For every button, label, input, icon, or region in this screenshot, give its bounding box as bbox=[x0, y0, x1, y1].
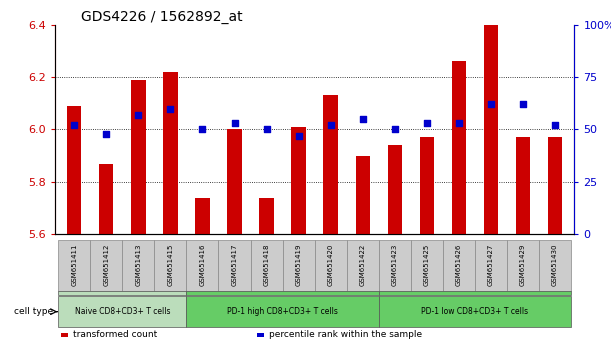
Bar bbox=[131, 80, 145, 234]
Text: GSM651430: GSM651430 bbox=[552, 244, 558, 286]
Bar bbox=[58, 296, 186, 327]
Point bbox=[69, 122, 79, 128]
Point bbox=[518, 102, 528, 107]
Bar bbox=[315, 240, 346, 291]
Text: GSM651411: GSM651411 bbox=[71, 244, 77, 286]
Bar bbox=[58, 291, 186, 295]
Point bbox=[294, 133, 304, 138]
Point bbox=[358, 116, 368, 122]
Bar bbox=[291, 127, 306, 234]
Bar bbox=[67, 106, 81, 234]
Text: GSM651423: GSM651423 bbox=[392, 244, 398, 286]
Bar bbox=[484, 25, 498, 234]
Text: GSM651426: GSM651426 bbox=[456, 244, 462, 286]
Bar bbox=[163, 72, 178, 234]
Bar bbox=[443, 240, 475, 291]
Bar bbox=[155, 240, 186, 291]
Point bbox=[486, 102, 496, 107]
Text: GSM651427: GSM651427 bbox=[488, 244, 494, 286]
Text: GSM651415: GSM651415 bbox=[167, 244, 174, 286]
Bar bbox=[539, 240, 571, 291]
Point bbox=[197, 127, 207, 132]
Text: GSM651420: GSM651420 bbox=[327, 244, 334, 286]
Bar bbox=[475, 240, 507, 291]
Bar bbox=[379, 296, 571, 327]
Text: GSM651422: GSM651422 bbox=[360, 244, 366, 286]
Point bbox=[133, 112, 143, 118]
Bar bbox=[58, 240, 90, 291]
Text: GSM651425: GSM651425 bbox=[424, 244, 430, 286]
Bar bbox=[99, 164, 114, 234]
Bar bbox=[420, 137, 434, 234]
Text: percentile rank within the sample: percentile rank within the sample bbox=[269, 330, 422, 339]
Point bbox=[262, 127, 271, 132]
Point bbox=[230, 120, 240, 126]
Text: Naive CD8+CD3+ T cells: Naive CD8+CD3+ T cells bbox=[75, 307, 170, 316]
Bar bbox=[186, 296, 379, 327]
Bar bbox=[90, 240, 122, 291]
Bar bbox=[379, 291, 571, 295]
Text: GDS4226 / 1562892_at: GDS4226 / 1562892_at bbox=[81, 10, 243, 24]
Point bbox=[166, 106, 175, 112]
Point bbox=[101, 131, 111, 137]
Text: GSM651413: GSM651413 bbox=[136, 244, 141, 286]
Point bbox=[551, 122, 560, 128]
Point bbox=[326, 122, 335, 128]
Bar bbox=[356, 156, 370, 234]
Bar bbox=[452, 62, 466, 234]
Text: transformed count: transformed count bbox=[73, 330, 158, 339]
Bar bbox=[507, 240, 539, 291]
Bar bbox=[516, 137, 530, 234]
Point bbox=[390, 127, 400, 132]
Text: cell type: cell type bbox=[14, 307, 53, 316]
Bar bbox=[379, 240, 411, 291]
Text: GSM651429: GSM651429 bbox=[520, 244, 526, 286]
Bar bbox=[196, 198, 210, 234]
Text: GSM651418: GSM651418 bbox=[263, 244, 269, 286]
Bar bbox=[122, 240, 155, 291]
Bar bbox=[227, 130, 242, 234]
Text: GSM651416: GSM651416 bbox=[199, 244, 205, 286]
Bar bbox=[259, 198, 274, 234]
Text: GSM651417: GSM651417 bbox=[232, 244, 238, 286]
Bar bbox=[346, 240, 379, 291]
Text: GSM651419: GSM651419 bbox=[296, 244, 302, 286]
Bar bbox=[251, 240, 283, 291]
Bar bbox=[411, 240, 443, 291]
Bar bbox=[548, 137, 562, 234]
Text: GSM651412: GSM651412 bbox=[103, 244, 109, 286]
Text: PD-1 low CD8+CD3+ T cells: PD-1 low CD8+CD3+ T cells bbox=[422, 307, 529, 316]
Bar bbox=[219, 240, 251, 291]
Bar bbox=[283, 240, 315, 291]
Bar bbox=[186, 240, 219, 291]
Bar bbox=[186, 291, 379, 295]
Point bbox=[454, 120, 464, 126]
Bar bbox=[387, 145, 402, 234]
Point bbox=[422, 120, 432, 126]
Bar bbox=[323, 96, 338, 234]
Text: PD-1 high CD8+CD3+ T cells: PD-1 high CD8+CD3+ T cells bbox=[227, 307, 338, 316]
